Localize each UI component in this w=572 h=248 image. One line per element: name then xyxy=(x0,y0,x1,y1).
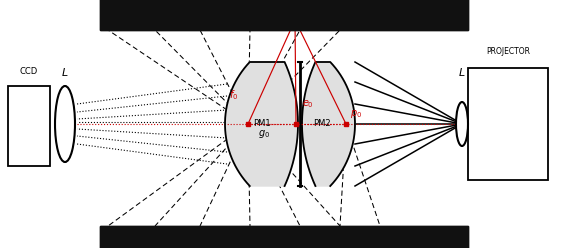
Text: PM2: PM2 xyxy=(313,120,331,128)
Ellipse shape xyxy=(456,102,468,146)
Text: L: L xyxy=(62,68,68,78)
Text: PROJECTOR: PROJECTOR xyxy=(486,47,530,56)
Ellipse shape xyxy=(55,86,75,162)
Text: $e_0$: $e_0$ xyxy=(302,98,314,110)
Bar xyxy=(468,68,548,180)
Text: $f_0$: $f_0$ xyxy=(229,88,238,102)
Bar xyxy=(100,226,468,248)
Text: L: L xyxy=(459,68,465,78)
Text: $p_0$: $p_0$ xyxy=(350,108,362,120)
Polygon shape xyxy=(225,62,298,186)
Bar xyxy=(8,86,50,166)
Text: CCD: CCD xyxy=(20,67,38,76)
Bar xyxy=(100,226,468,248)
Polygon shape xyxy=(302,62,355,186)
Bar xyxy=(100,0,468,30)
Bar xyxy=(100,0,468,30)
Text: $g_0$: $g_0$ xyxy=(258,128,270,140)
Text: PM1: PM1 xyxy=(253,120,271,128)
